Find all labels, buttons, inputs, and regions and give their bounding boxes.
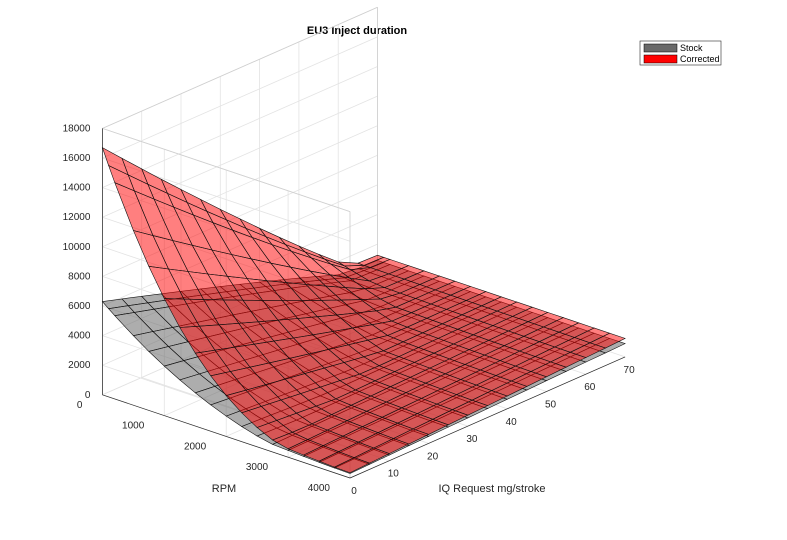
x-tick-label: 30 <box>466 434 478 445</box>
box-edge <box>102 6 378 129</box>
x-tick-label: 70 <box>624 365 636 376</box>
chart-title: EU3 Inject duration <box>307 25 408 37</box>
axis-ticks: 0200040006000800010000120001400016000180… <box>63 123 636 497</box>
y-axis-line <box>102 394 351 479</box>
z-tick-label: 14000 <box>63 183 91 194</box>
y-tick-label: 1000 <box>122 421 145 432</box>
z-tick-label: 18000 <box>63 123 91 134</box>
grid-line <box>102 36 378 159</box>
x-axis-label: IQ Request mg/stroke <box>439 483 546 495</box>
grid-line <box>102 66 378 188</box>
legend-swatch-corrected <box>643 54 678 64</box>
y-tick-label: 0 <box>77 400 83 411</box>
legend-label-stock: Stock <box>680 43 703 53</box>
legend-swatch-stock <box>643 43 678 53</box>
x-tick-label: 40 <box>506 417 518 428</box>
x-tick-label: 50 <box>545 400 557 411</box>
x-tick-label: 10 <box>388 469 400 480</box>
z-tick-label: 10000 <box>63 242 91 253</box>
z-tick-label: 6000 <box>68 301 91 312</box>
y-tick-label: 3000 <box>246 462 269 473</box>
x-tick-label: 20 <box>427 451 439 462</box>
z-tick-label: 4000 <box>68 331 91 342</box>
x-axis-line <box>349 356 626 479</box>
legend: Stock Corrected <box>639 40 722 66</box>
surface-meshes <box>101 146 626 474</box>
z-tick-label: 8000 <box>68 271 91 282</box>
box-edge <box>102 128 351 212</box>
z-tick-label: 0 <box>85 390 91 401</box>
z-tick-label: 12000 <box>63 212 91 223</box>
z-tick-label: 2000 <box>68 360 91 371</box>
x-tick-label: 0 <box>351 486 357 497</box>
y-tick-label: 4000 <box>308 483 331 494</box>
x-tick-label: 60 <box>584 382 596 393</box>
y-tick-label: 2000 <box>184 441 207 452</box>
y-axis-label: RPM <box>212 483 236 495</box>
z-tick-label: 16000 <box>63 153 91 164</box>
corrected-surface-facet <box>333 457 371 474</box>
legend-label-corrected: Corrected <box>680 54 720 64</box>
corrected-surface <box>101 146 626 474</box>
